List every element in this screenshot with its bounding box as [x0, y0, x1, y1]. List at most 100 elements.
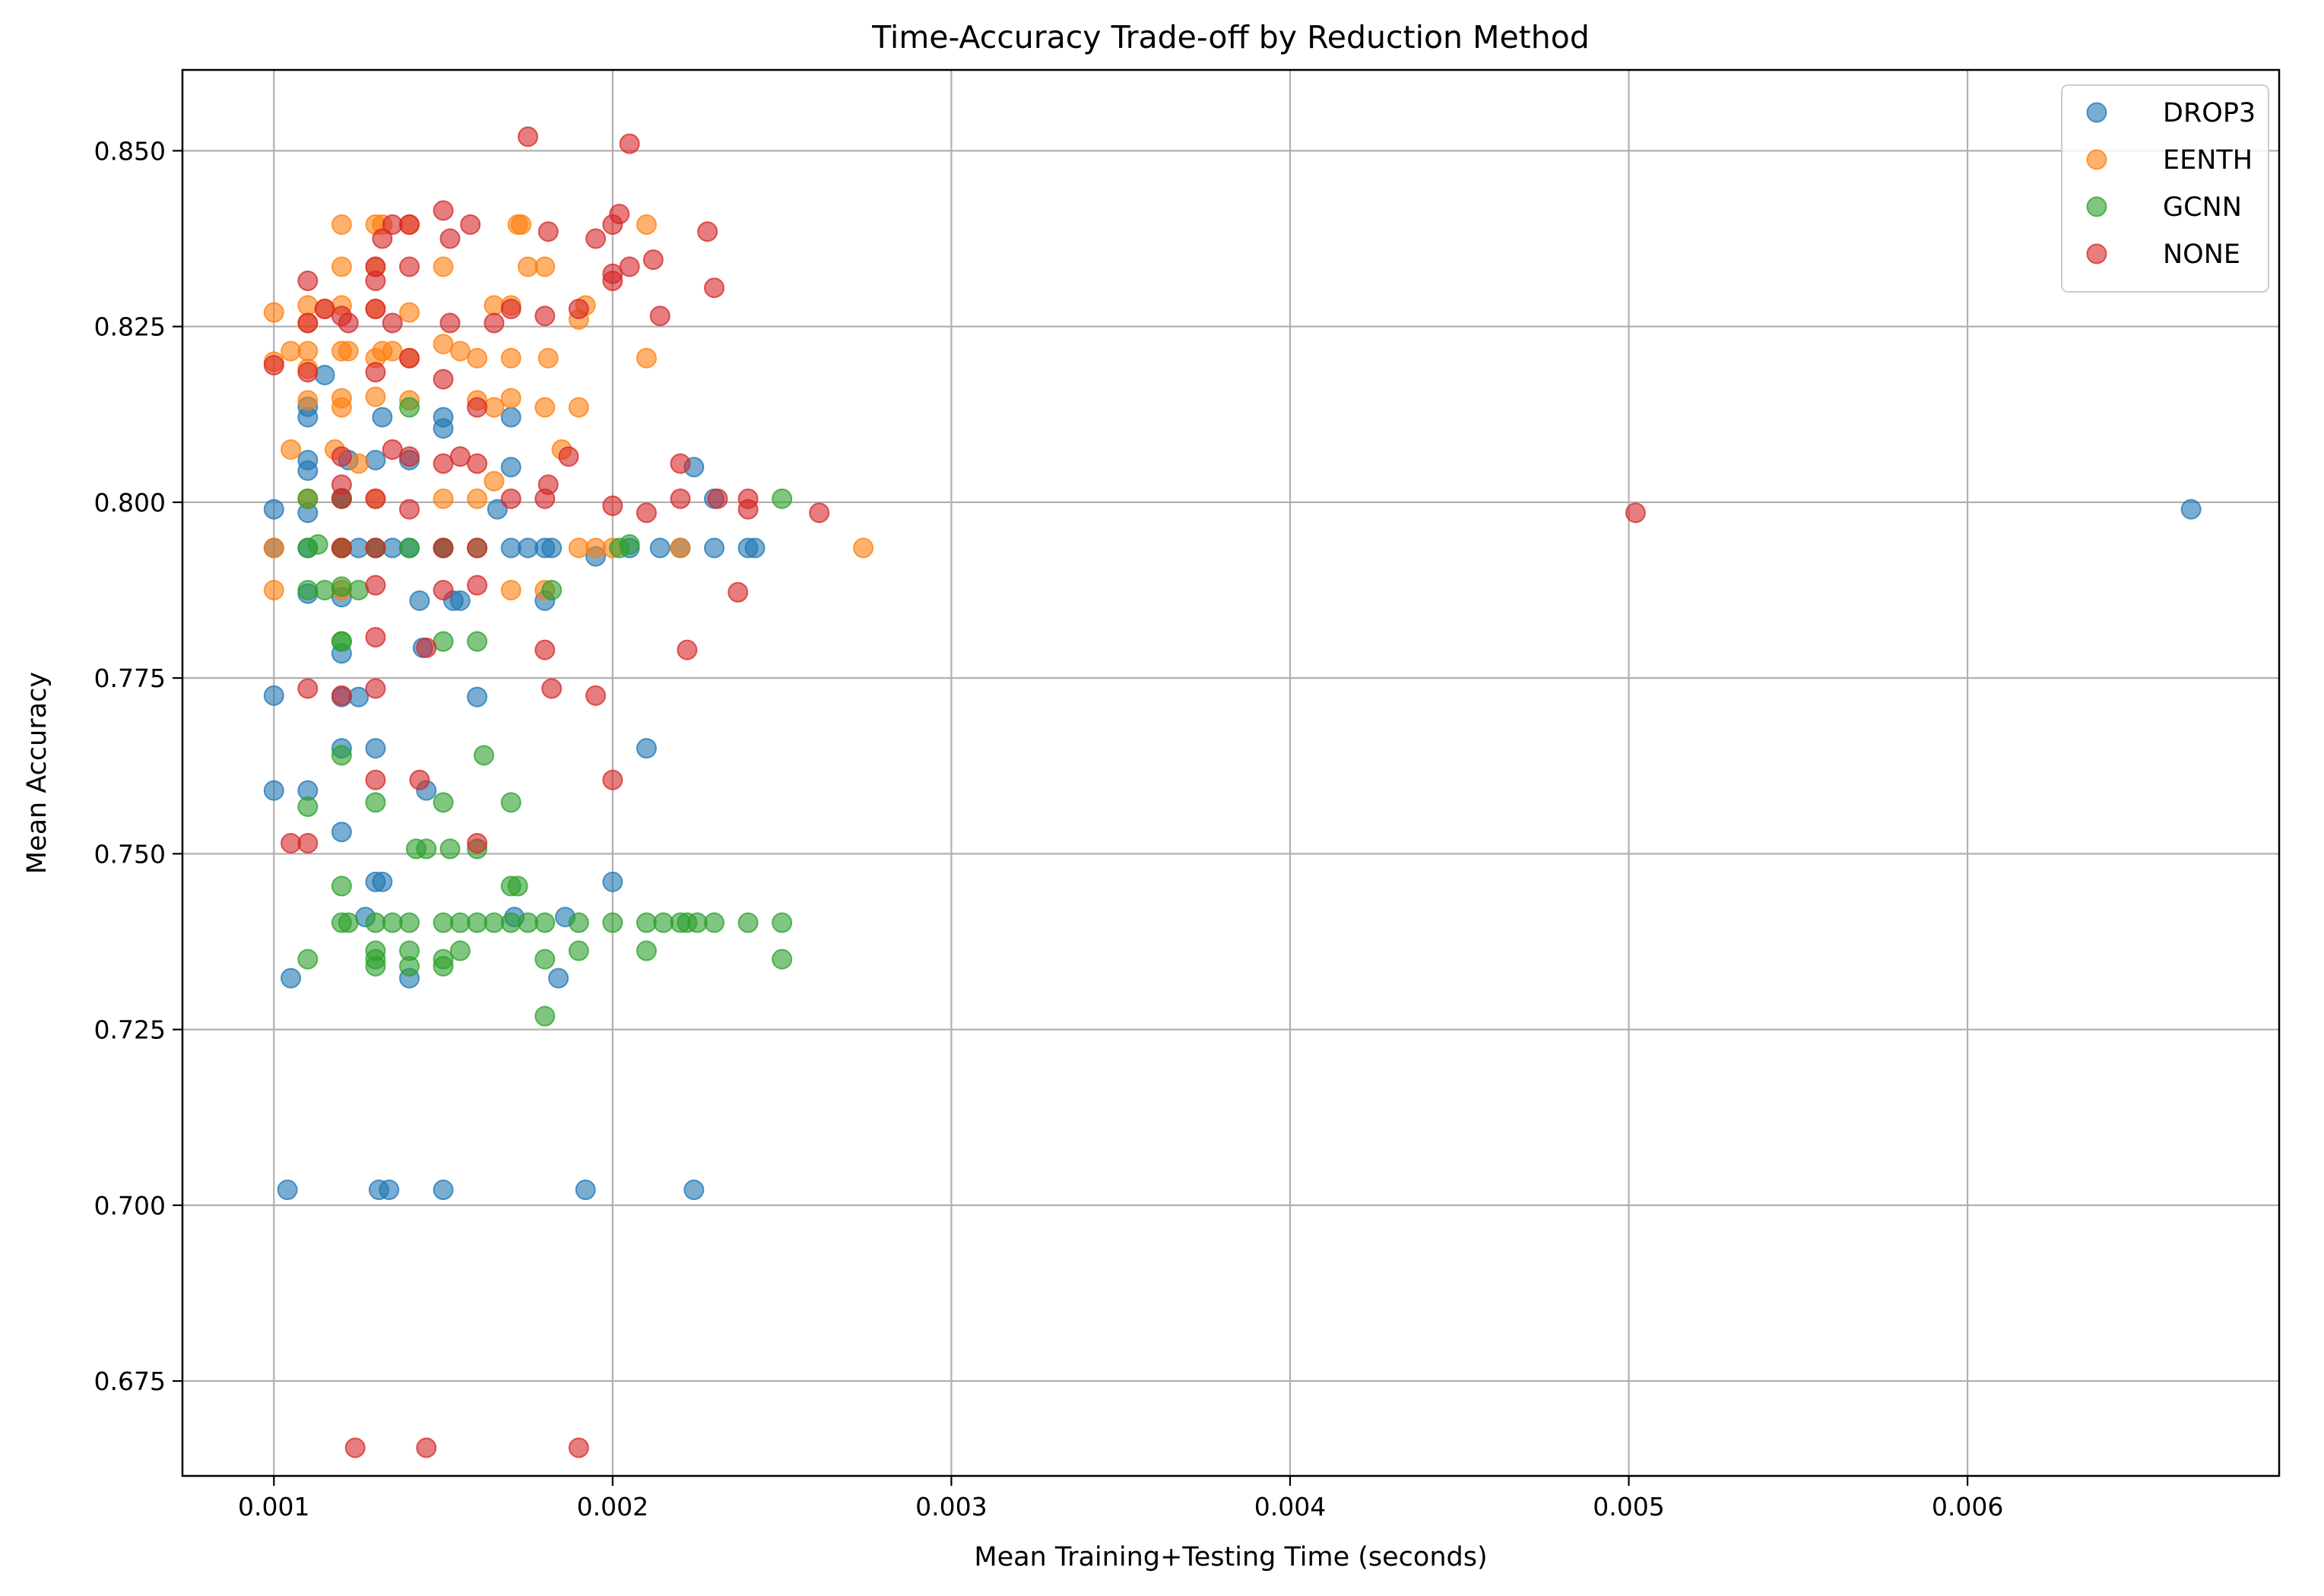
data-point: [636, 214, 657, 235]
data-point: [558, 446, 579, 467]
data-point: [467, 833, 488, 853]
data-point: [297, 460, 319, 481]
data-point: [338, 312, 359, 334]
data-point: [484, 295, 505, 316]
data-point: [568, 299, 589, 319]
legend-marker: [2086, 102, 2107, 123]
data-point: [467, 537, 488, 559]
y-tick-label: 0.750: [94, 839, 166, 869]
data-point: [382, 214, 403, 235]
data-point: [636, 502, 657, 524]
data-point: [704, 912, 725, 933]
data-point: [348, 453, 369, 474]
data-point: [534, 912, 556, 933]
data-point: [517, 126, 538, 147]
data-point: [534, 397, 556, 418]
data-point: [331, 822, 352, 843]
data-point: [382, 439, 403, 460]
data-point: [416, 1437, 437, 1458]
data-point: [548, 967, 569, 989]
data-point: [399, 214, 420, 235]
data-point: [534, 256, 556, 277]
legend-marker: [2086, 243, 2107, 264]
data-point: [649, 537, 671, 559]
data-point: [517, 537, 538, 559]
data-point: [263, 537, 284, 559]
data-point: [314, 299, 335, 319]
data-point: [399, 446, 420, 467]
data-point: [853, 537, 874, 559]
data-point: [467, 397, 488, 418]
data-point: [297, 390, 319, 411]
y-tick-label: 0.850: [94, 136, 166, 166]
data-point: [704, 537, 725, 559]
data-point: [474, 745, 495, 766]
data-point: [568, 537, 589, 559]
data-point: [277, 1180, 298, 1201]
plot-frame: [181, 68, 2281, 1477]
data-point: [433, 453, 454, 474]
data-point: [537, 221, 559, 242]
data-point: [331, 537, 352, 559]
data-point: [365, 299, 386, 319]
data-point: [409, 769, 430, 790]
legend-marker: [2086, 196, 2107, 217]
legend-label: EENTH: [2163, 145, 2253, 176]
data-point: [338, 340, 359, 362]
chart-title: Time-Accuracy Trade-off by Reduction Met…: [871, 19, 1590, 55]
data-point: [433, 200, 454, 221]
axis-ticks: 0.001 0.002 0.003 0.004 0.005 0.006 0.675 0.700…: [94, 136, 2004, 1522]
data-point: [281, 833, 302, 853]
data-point: [467, 631, 488, 652]
data-point: [263, 499, 284, 520]
data-point: [670, 453, 691, 474]
data-point: [537, 347, 559, 369]
data-point: [331, 876, 352, 897]
legend-label: NONE: [2163, 239, 2240, 270]
data-point: [281, 439, 302, 460]
data-point: [382, 912, 403, 933]
data-point: [2180, 499, 2202, 520]
data-point: [409, 590, 430, 611]
data-point: [507, 876, 528, 897]
data-point: [433, 580, 454, 600]
data-point: [372, 228, 393, 249]
data-point: [433, 256, 454, 277]
data-point: [697, 221, 718, 242]
data-point: [399, 537, 420, 559]
data-point: [500, 488, 522, 509]
data-point: [263, 302, 284, 323]
data-point: [449, 446, 471, 467]
data-point: [500, 792, 522, 813]
legend-box: [2061, 84, 2269, 293]
data-point: [677, 639, 698, 660]
data-point: [281, 340, 302, 362]
data-point: [484, 912, 505, 933]
data-point: [365, 271, 386, 291]
data-point: [484, 312, 505, 334]
x-tick-label: 0.003: [915, 1492, 987, 1522]
data-point: [416, 838, 437, 860]
data-point: [314, 364, 335, 385]
data-point: [602, 912, 623, 933]
data-point: [517, 256, 538, 277]
data-point: [585, 685, 607, 706]
data-point: [537, 474, 559, 496]
data-point: [541, 580, 563, 600]
data-point: [744, 537, 766, 559]
data-point: [433, 955, 454, 977]
data-point: [338, 912, 359, 933]
data-point: [500, 347, 522, 369]
data-point: [331, 745, 352, 766]
data-point: [707, 488, 728, 509]
y-tick-label: 0.825: [94, 312, 166, 342]
data-point: [263, 355, 284, 375]
y-tick-label: 0.800: [94, 488, 166, 518]
data-point: [585, 537, 607, 559]
data-point: [670, 488, 691, 509]
data-point: [365, 769, 386, 790]
y-axis-label: Mean Accuracy: [22, 672, 52, 874]
data-point: [500, 912, 522, 933]
